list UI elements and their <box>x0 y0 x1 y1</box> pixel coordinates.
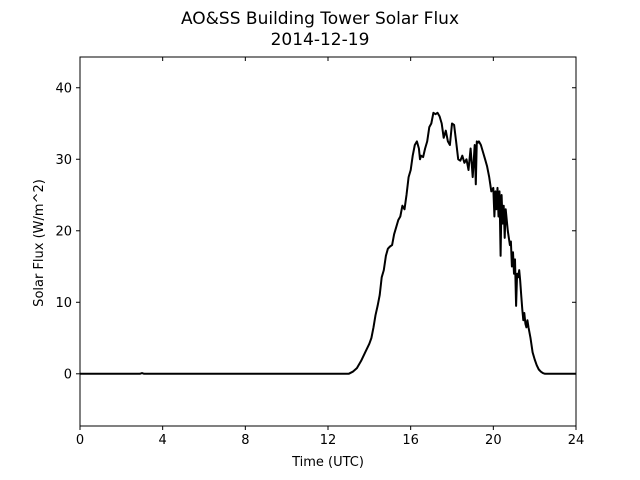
x-tick-label: 24 <box>568 433 585 448</box>
x-tick-label: 4 <box>159 433 167 448</box>
x-tick-label: 16 <box>402 433 419 448</box>
chart-title: AO&SS Building Tower Solar Flux <box>181 9 459 29</box>
y-tick-label: 20 <box>55 224 72 239</box>
y-tick-label: 0 <box>64 367 72 382</box>
x-axis-label: Time (UTC) <box>291 455 364 470</box>
y-axis: 0 10 20 30 40 <box>55 81 576 382</box>
solar-flux-line <box>80 111 576 375</box>
x-tick-label: 8 <box>241 433 249 448</box>
y-tick-label: 30 <box>55 153 72 168</box>
y-tick-label: 40 <box>55 81 72 96</box>
chart-subtitle: 2014-12-19 <box>271 30 370 50</box>
y-tick-label: 10 <box>55 296 72 311</box>
x-tick-label: 12 <box>320 433 337 448</box>
series-layer <box>80 111 576 375</box>
x-tick-label: 20 <box>485 433 502 448</box>
y-axis-label: Solar Flux (W/m^2) <box>32 179 47 307</box>
x-axis: 0 4 8 12 16 20 24 <box>76 57 584 448</box>
x-tick-label: 0 <box>76 433 84 448</box>
